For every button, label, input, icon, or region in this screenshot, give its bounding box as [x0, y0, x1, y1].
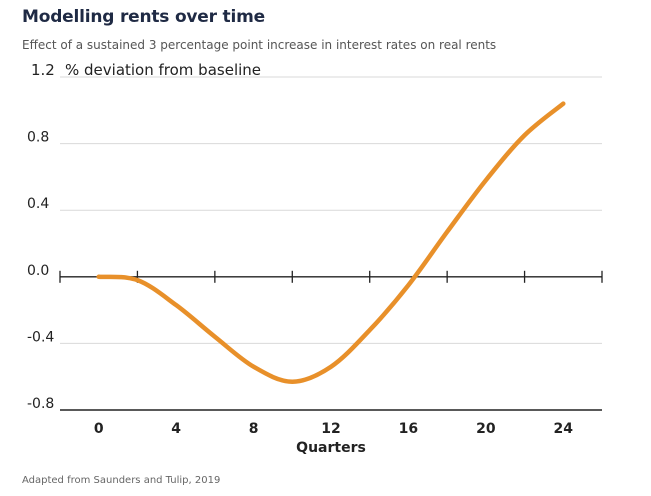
y-tick-label: 1.2 — [31, 61, 55, 79]
x-tick-label: 16 — [399, 421, 418, 437]
line-chart: 1.2 0.8 0.4 0.0 -0.4 -0.8 % deviation from bas… — [27, 61, 603, 456]
chart-subtitle: Effect of a sustained 3 percentage point… — [22, 38, 497, 52]
series-layer — [96, 101, 566, 384]
data-point — [174, 303, 178, 307]
y-tick-label: -0.8 — [27, 396, 54, 412]
y-axis-title: % deviation from baseline — [65, 61, 261, 79]
x-tick-label: 20 — [476, 421, 496, 437]
data-point — [290, 380, 294, 384]
grid-layer — [60, 76, 602, 344]
series-line-0 — [96, 101, 566, 384]
y-tick-label: 0.4 — [27, 196, 49, 212]
label-layer: 1.2 0.8 0.4 0.0 -0.4 -0.8 % deviation from bas… — [27, 61, 573, 456]
y-tick-label: 0.0 — [27, 263, 49, 279]
chart-title: Modelling rents over time — [22, 7, 265, 27]
y-tick-label: 0.8 — [27, 130, 49, 146]
data-point — [213, 335, 217, 339]
data-point — [135, 278, 139, 282]
x-tick-label: 0 — [94, 421, 104, 437]
data-point — [368, 328, 372, 332]
data-point — [97, 275, 101, 279]
axis-layer — [59, 270, 603, 411]
x-tick-label: 24 — [554, 421, 574, 437]
x-tick-label: 4 — [171, 421, 181, 437]
data-point — [523, 133, 527, 137]
x-axis-title: Quarters — [296, 440, 366, 456]
data-point — [484, 178, 488, 182]
y-tick-label: -0.4 — [27, 329, 54, 345]
x-tick-label: 8 — [249, 421, 259, 437]
data-point — [252, 365, 256, 369]
data-point — [329, 365, 333, 369]
x-tick-label: 12 — [321, 421, 340, 437]
data-point — [561, 102, 565, 106]
data-point — [445, 230, 449, 234]
data-point — [406, 283, 410, 287]
source-note: Adapted from Saunders and Tulip, 2019 — [22, 475, 221, 486]
